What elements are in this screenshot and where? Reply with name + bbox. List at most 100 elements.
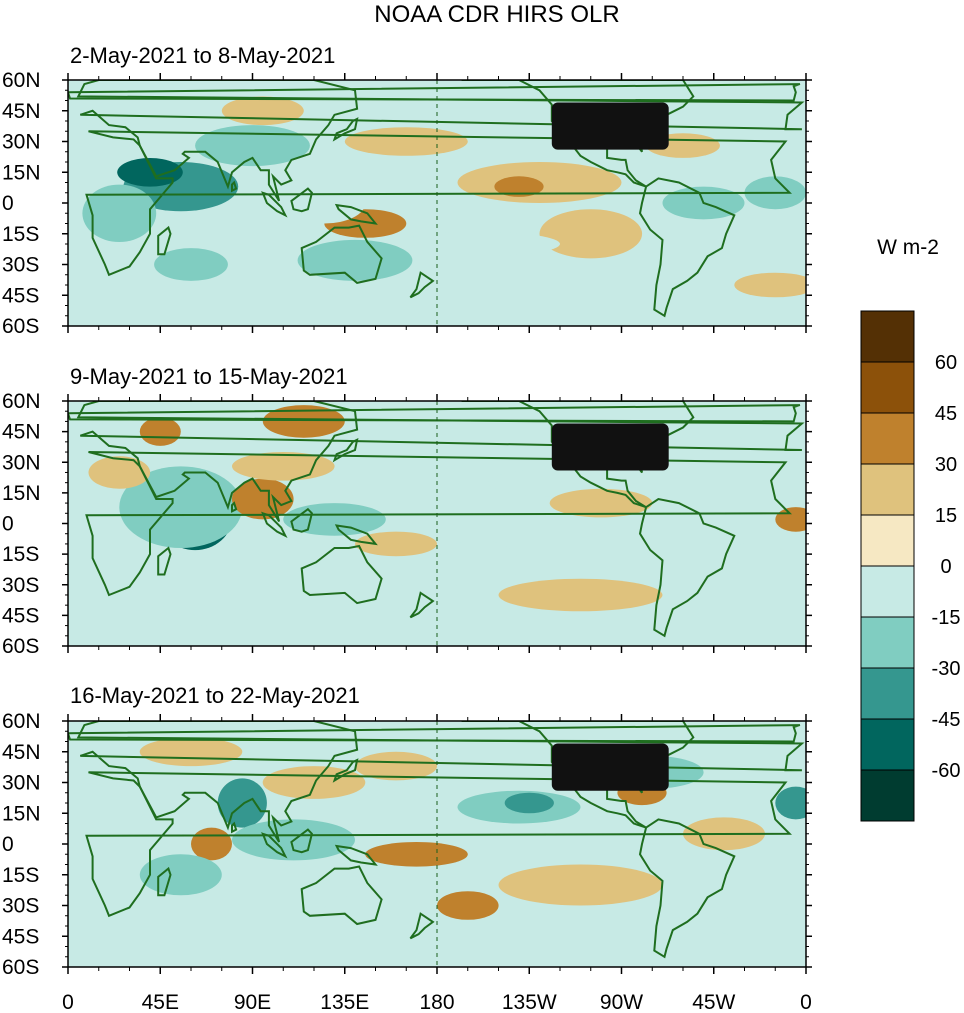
panel-1-coastline-sri-lanka bbox=[231, 180, 238, 193]
panel-1-coastline-uk bbox=[68, 83, 801, 102]
panel-1-coastline-australia bbox=[300, 224, 383, 284]
panel-1-olr-anomaly-4 bbox=[82, 184, 157, 242]
panel-2-lat-label: 45N bbox=[2, 421, 41, 444]
panel-2-coastline-uk bbox=[68, 404, 801, 423]
panel-1-lat-label: 30N bbox=[2, 131, 41, 154]
panel-3-lat-label: 30S bbox=[2, 895, 39, 918]
panel-2-olr-anomaly-8 bbox=[139, 417, 181, 446]
panel-1-lat-label: 60N bbox=[2, 69, 41, 92]
colorbar-tick-label: -15 bbox=[932, 607, 961, 629]
panel-2-usa-state-boundaries bbox=[551, 423, 669, 471]
panel-1-coastline-africa bbox=[85, 130, 792, 277]
panel-3-lat-label: 15N bbox=[2, 802, 41, 825]
panel-2-olr-anomaly-15 bbox=[775, 507, 806, 532]
panel-2-olr-anomaly-3 bbox=[231, 478, 294, 520]
panel-2-lat-label: 15S bbox=[2, 543, 39, 566]
panel-2-olr-anomaly-17 bbox=[498, 578, 663, 612]
panel-3-coastline-madagascar bbox=[157, 866, 172, 897]
panel-3-lat-label: 60N bbox=[2, 710, 41, 733]
figure-title: NOAA CDR HIRS OLR bbox=[374, 1, 619, 28]
panel-2-lat-label: 45S bbox=[2, 604, 39, 627]
panel-2-coastline-eurasia bbox=[76, 401, 805, 523]
lon-label: 0 bbox=[62, 991, 74, 1013]
panel-2-coastline-sri-lanka bbox=[231, 501, 238, 513]
colorbar-box bbox=[860, 310, 915, 363]
panel-2-olr-anomaly-16 bbox=[693, 521, 755, 546]
panel-3-olr-anomaly-17 bbox=[498, 864, 663, 906]
panel-1-coastline-eurasia bbox=[76, 80, 805, 202]
lon-label: 90W bbox=[600, 991, 643, 1013]
panel-2: 9-May-2021 to 15-May-2021 60N 45N 30N 15N 0 1… bbox=[2, 364, 812, 658]
panel-1-coastline-madagascar bbox=[157, 225, 172, 256]
panel-1-coastline-sumatra bbox=[261, 191, 288, 218]
panel-3-title: 16-May-2021 to 22-May-2021 bbox=[70, 683, 360, 708]
panel-2-coastline-borneo bbox=[290, 507, 314, 533]
panel-1-olr-anomaly-10 bbox=[221, 96, 304, 126]
colorbar-box bbox=[860, 565, 915, 618]
panel-3-lat-label: 60S bbox=[2, 956, 39, 979]
panel-1-lat-label: 45N bbox=[2, 100, 41, 123]
panel-2-lat-label: 60S bbox=[2, 635, 39, 658]
panel-2-coastline-new-guinea bbox=[334, 524, 378, 546]
panel-3-coastline-sumatra bbox=[261, 832, 288, 859]
panel-3: 16-May-2021 to 22-May-2021 60N 45N 30N 15N 0… bbox=[2, 683, 812, 979]
panel-1-olr-anomaly-2 bbox=[117, 158, 183, 187]
colorbar-box bbox=[860, 514, 915, 567]
panel-3-coastline-south-america bbox=[638, 818, 736, 959]
panel-1-usa-state-boundaries bbox=[551, 102, 669, 150]
colorbar-tick-label: -60 bbox=[932, 760, 961, 782]
panel-3-coastline-africa bbox=[85, 771, 792, 918]
panel-1-map bbox=[68, 80, 806, 326]
colorbar-tick-label: 30 bbox=[935, 454, 957, 476]
panel-3-usa-state-boundaries bbox=[551, 743, 669, 791]
panel-1-coastline-new-guinea bbox=[334, 203, 378, 225]
lon-label: 135E bbox=[320, 991, 369, 1013]
panel-3-olr-anomaly-19 bbox=[713, 913, 806, 939]
panel-2-lat-label: 60N bbox=[2, 390, 41, 413]
colorbar-box bbox=[860, 769, 915, 822]
panel-1-olr-anomaly-9 bbox=[494, 176, 544, 197]
lon-label: 0 bbox=[800, 991, 812, 1013]
panel-3-axes: 60N 45N 30N 15N 0 15S 30S 45S 60S bbox=[2, 710, 812, 979]
panel-1-lat-label: 60S bbox=[2, 315, 39, 338]
panel-1-olr-anomaly-3 bbox=[195, 125, 310, 167]
panel-3-olr-anomaly-3 bbox=[217, 778, 267, 828]
panel-2-coastline-south-america bbox=[638, 497, 736, 638]
colorbar-tick-label: 60 bbox=[935, 352, 957, 374]
panel-1-olr-anomaly-6 bbox=[297, 239, 413, 281]
panel-3-coastline-australia bbox=[300, 865, 383, 926]
lon-label: 90E bbox=[234, 991, 271, 1013]
panel-1-coastline-new-zealand bbox=[409, 271, 435, 299]
panel-2-continents bbox=[68, 401, 805, 638]
panel-3-olr-anomaly-2 bbox=[504, 792, 554, 814]
panel-1: 2-May-2021 to 8-May-2021 60N 45N 30N 15N 0 15… bbox=[2, 43, 812, 338]
panel-1-olr-anomaly-13 bbox=[539, 209, 643, 259]
panel-3-coastline-japan bbox=[332, 758, 359, 783]
panel-3-olr-anomaly-8 bbox=[324, 893, 427, 926]
panel-2-axes: 60N 45N 30N 15N 0 15S 30S 45S 60S bbox=[2, 390, 812, 658]
panel-3-coastline-borneo bbox=[290, 828, 314, 854]
panel-1-axes: 60N 45N 30N 15N 0 15S 30S 45S 60S bbox=[2, 69, 812, 338]
colorbar-box bbox=[860, 463, 915, 516]
colorbar-unit-label: W m-2 bbox=[877, 236, 939, 259]
panel-1-olr-anomaly-7 bbox=[154, 248, 228, 281]
colorbar-box bbox=[860, 718, 915, 771]
panel-1-olr-anomaly-11 bbox=[344, 127, 468, 156]
panel-1-lat-label: 30S bbox=[2, 254, 39, 277]
panel-1-coastline-borneo bbox=[290, 187, 314, 213]
panel-2-title: 9-May-2021 to 15-May-2021 bbox=[70, 364, 348, 389]
colorbar-tick-label: 15 bbox=[935, 505, 957, 527]
lon-label: 45E bbox=[142, 991, 179, 1013]
panel-1-continents bbox=[68, 80, 805, 318]
lon-label: 135W bbox=[502, 991, 557, 1013]
panel-3-coastline-new-zealand bbox=[409, 912, 435, 940]
panel-2-lat-label: 0 bbox=[2, 513, 14, 536]
panel-3-lat-label: 45S bbox=[2, 925, 39, 948]
panel-1-lat-label: 15S bbox=[2, 223, 39, 246]
panel-1-coastline-japan bbox=[332, 117, 359, 142]
panel-3-coastline-sri-lanka bbox=[231, 821, 238, 834]
panel-2-coastline-australia bbox=[300, 544, 383, 605]
colorbar-tick-label: -30 bbox=[932, 658, 961, 680]
panel-2-olr-anomaly-10 bbox=[88, 456, 151, 489]
panel-3-olr-anomaly-9 bbox=[262, 766, 366, 799]
